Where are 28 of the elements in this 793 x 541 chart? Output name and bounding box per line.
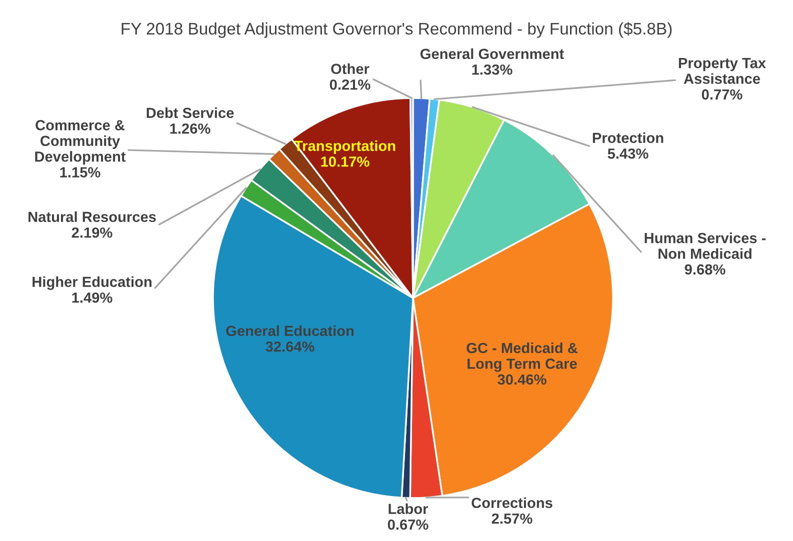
slice-label: Protection: [592, 132, 664, 144]
data-label: 1.26%: [170, 123, 210, 134]
slice-label: Human Services - Non Medicaid: [644, 232, 766, 259]
slice-label: Debt Service: [146, 107, 234, 118]
slice-label: Commerce & Community Development: [35, 120, 126, 165]
data-label: 2.57%: [492, 513, 532, 524]
slice-label: General Education: [226, 325, 354, 336]
slice-label: Natural Resources: [28, 211, 156, 222]
slice-label: General Government: [420, 48, 564, 60]
data-label: 0.21%: [330, 79, 370, 90]
slice-label: Property Tax Assistance: [678, 58, 766, 84]
data-label: 1.15%: [60, 167, 100, 178]
slice-label: GC - Medicaid & Long Term Care: [466, 342, 578, 372]
data-label: 0.77%: [702, 89, 742, 100]
data-label: 2.19%: [72, 227, 112, 238]
data-label: 1.33%: [472, 64, 512, 75]
slice-label: Other: [331, 63, 370, 74]
data-label: 32.64%: [266, 341, 314, 352]
slice-label: Corrections: [472, 497, 552, 508]
slice-label: Labor: [388, 503, 428, 514]
data-label: 10.17%: [321, 156, 370, 167]
chart-title: FY 2018 Budget Adjustment Governor's Recommend - by Function ($5.8B): [122, 22, 672, 38]
data-label: 30.46%: [498, 374, 546, 385]
data-label: 0.67%: [388, 519, 428, 530]
data-label: 5.43%: [608, 148, 648, 159]
data-label: 9.68%: [684, 264, 726, 275]
data-label: 1.49%: [72, 292, 112, 303]
slice-label: Higher Education: [32, 276, 152, 290]
